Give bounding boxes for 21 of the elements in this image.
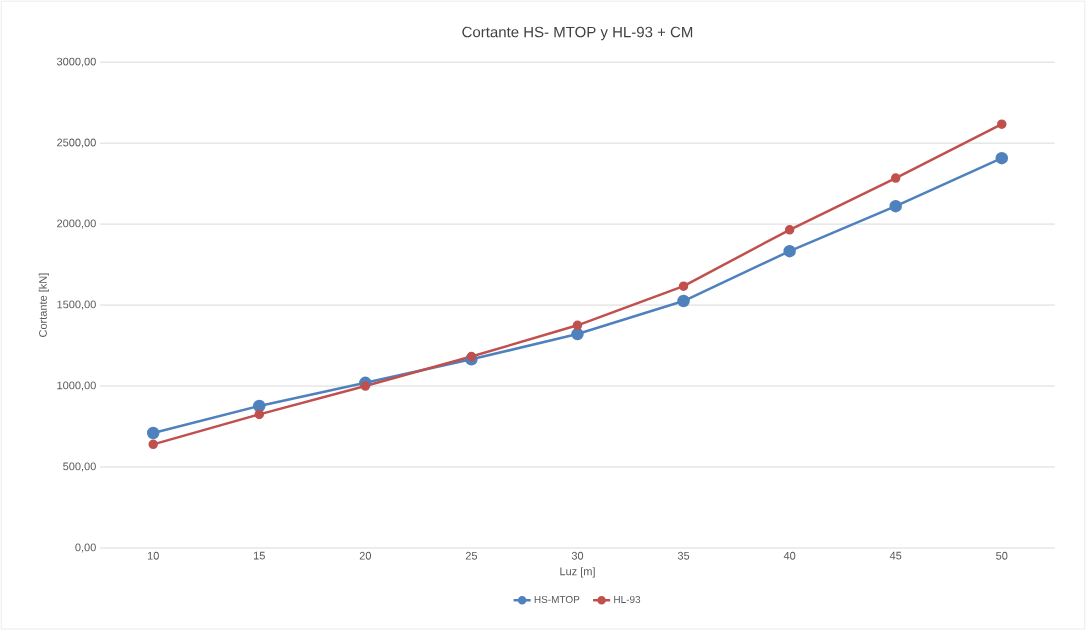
- y-tick-label: 0,00: [75, 543, 96, 553]
- y-tick-label: 500,00: [63, 462, 96, 472]
- x-tick-label: 25: [465, 551, 478, 560]
- y-axis-title: Cortante [kN]: [38, 273, 50, 337]
- y-tick-label: 1500,00: [57, 300, 96, 310]
- x-tick-label: 15: [253, 551, 265, 560]
- chart-title: Cortante HS- MTOP y HL-93 + CM: [462, 26, 693, 41]
- x-tick-label: 45: [889, 551, 902, 560]
- x-tick-label: 30: [571, 551, 584, 560]
- x-tick-label: 35: [677, 551, 690, 560]
- legend-label: HS-MTOP: [534, 595, 580, 603]
- y-tick-label: 3000,00: [56, 57, 96, 67]
- x-tick-label: 40: [783, 551, 796, 560]
- y-tick-label: 2500,00: [57, 138, 96, 148]
- legend-label: HL-93: [614, 595, 641, 603]
- x-tick-label: 20: [359, 551, 372, 560]
- x-tick-label: 50: [996, 551, 1008, 560]
- y-tick-label: 1000,00: [57, 381, 96, 391]
- y-tick-label: 2000,00: [57, 219, 96, 229]
- x-tick-label: 10: [147, 551, 159, 560]
- x-axis-title: Luz [m]: [560, 567, 595, 578]
